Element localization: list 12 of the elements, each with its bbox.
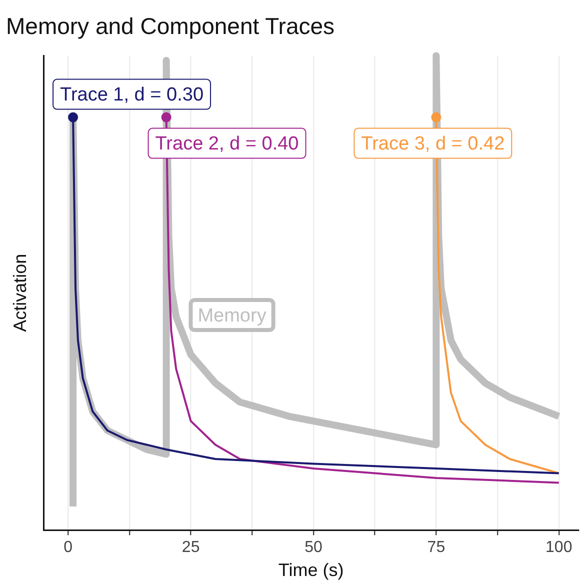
x-tick-label: 75 — [427, 539, 446, 556]
x-tick-label: 0 — [64, 539, 73, 556]
series-label: Trace 3, d = 0.42 — [361, 134, 505, 155]
x-tick-label: 100 — [546, 539, 572, 556]
x-axis-title: Time (s) — [278, 560, 344, 580]
series-label: Trace 1, d = 0.30 — [60, 84, 204, 106]
x-tick-label: 25 — [182, 539, 200, 556]
chart-title: Memory and Component Traces — [6, 13, 335, 40]
series-label: Memory — [198, 305, 267, 326]
y-axis-title: Activation — [10, 254, 30, 332]
series-label: Trace 2, d = 0.40 — [155, 134, 299, 155]
x-tick-label: 50 — [304, 539, 323, 556]
